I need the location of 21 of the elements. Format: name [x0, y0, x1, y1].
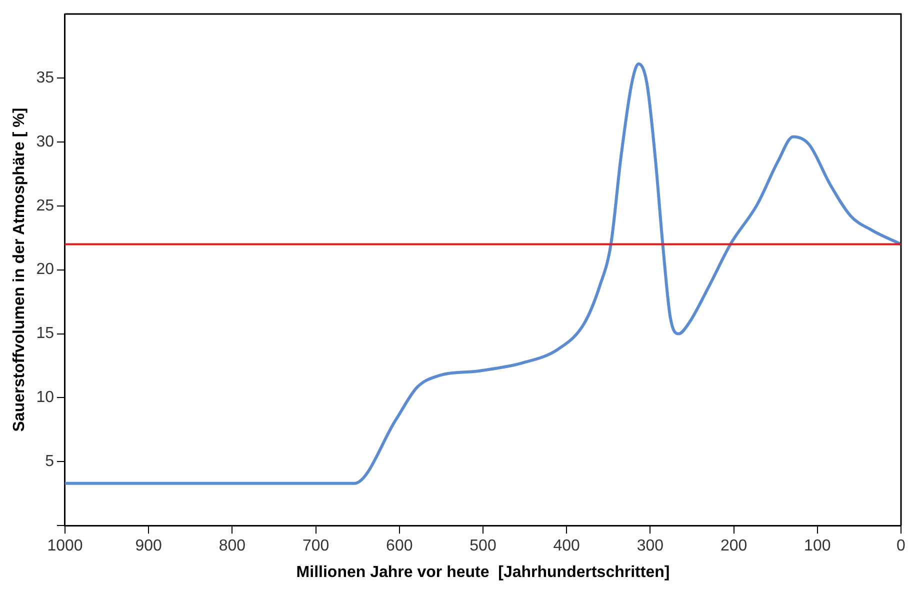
x-tick-label: 800	[218, 538, 246, 555]
y-axis-title: Sauerstoffvolumen in der Atmosphäre [ %]	[11, 108, 28, 432]
y-tick-label: 20	[36, 261, 54, 278]
x-tick-label: 0	[896, 538, 906, 555]
x-tick-label: 100	[804, 538, 831, 555]
x-tick-label: 700	[302, 538, 330, 555]
x-tick-label: 400	[553, 538, 580, 555]
y-tick-label: 35	[36, 69, 54, 86]
x-tick-label: 500	[470, 538, 496, 555]
y-tick-label: 10	[36, 389, 54, 406]
x-tick-label: 200	[720, 538, 748, 555]
x-tick-label: 900	[135, 538, 162, 555]
y-tick-label: 25	[36, 197, 54, 214]
y-tick-label: 15	[36, 325, 54, 342]
x-tick-label: 300	[636, 538, 664, 555]
x-axis-title: Millionen Jahre vor heute [Jahrhundertschritten]	[296, 564, 670, 581]
x-tick-label: 1000	[47, 538, 83, 555]
y-tick-label: 5	[45, 453, 54, 470]
line-series	[64, 62, 901, 485]
x-tick-label: 600	[386, 538, 413, 555]
y-tick-label: 30	[36, 133, 54, 150]
